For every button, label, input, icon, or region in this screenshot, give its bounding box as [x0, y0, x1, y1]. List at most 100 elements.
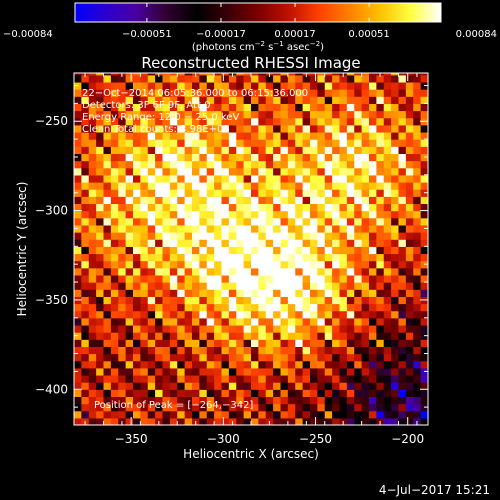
heatmap-cell — [273, 196, 282, 205]
heatmap-cell — [398, 210, 407, 219]
heatmap-cell — [287, 146, 296, 155]
heatmap-cell — [361, 139, 370, 147]
heatmap-cell — [125, 374, 134, 383]
heatmap-cell — [376, 239, 385, 247]
heatmap-cell — [147, 167, 156, 176]
heatmap-cell — [133, 174, 141, 183]
heatmap-cell — [214, 74, 223, 83]
heatmap-cell — [273, 74, 282, 83]
heatmap-cell — [96, 81, 105, 90]
heatmap-cell — [354, 224, 363, 233]
heatmap-cell — [125, 110, 134, 119]
heatmap-cell — [243, 346, 252, 355]
heatmap-cell — [206, 73, 215, 76]
colorbar-unit-label: (photons cm−2 s−1 asec−2) — [192, 40, 324, 53]
heatmap-cell — [133, 260, 141, 269]
heatmap-cell — [125, 396, 134, 405]
heatmap-cell — [96, 360, 105, 369]
heatmap-cell — [133, 189, 141, 197]
heatmap-cell — [155, 81, 164, 90]
heatmap-cell — [383, 110, 392, 119]
heatmap-cell — [155, 174, 164, 183]
heatmap-cell — [236, 196, 245, 205]
heatmap-cell — [420, 210, 428, 219]
heatmap-cell — [214, 253, 223, 262]
heatmap-cell — [118, 346, 127, 355]
heatmap-cell — [228, 224, 237, 233]
heatmap-cell — [405, 367, 414, 376]
heatmap-cell — [81, 181, 90, 190]
heatmap-cell — [221, 274, 230, 283]
heatmap-cell — [369, 131, 377, 140]
heatmap-cell — [391, 189, 400, 197]
heatmap-cell — [74, 73, 82, 76]
heatmap-cell — [214, 139, 223, 147]
heatmap-cell — [310, 210, 318, 219]
heatmap-cell — [398, 110, 407, 119]
heatmap-cell — [96, 217, 105, 226]
heatmap-cell — [96, 396, 105, 405]
heatmap-cell — [192, 353, 200, 362]
heatmap-cell — [184, 260, 193, 269]
heatmap-cell — [346, 389, 355, 398]
heatmap-cell — [96, 117, 105, 126]
heatmap-cell — [118, 374, 127, 383]
heatmap-cell — [361, 110, 370, 119]
heatmap-cell — [332, 117, 341, 126]
colorbar-tick-label: −0.00017 — [196, 29, 246, 40]
heatmap-cell — [332, 396, 341, 405]
heatmap-cell — [88, 317, 97, 326]
heatmap-cell — [96, 110, 105, 119]
heatmap-cell — [376, 232, 385, 240]
heatmap-cell — [354, 267, 363, 276]
heatmap-cell — [103, 396, 112, 405]
heatmap-cell — [391, 139, 400, 147]
heatmap-cell — [339, 110, 348, 119]
heatmap-cell — [81, 353, 90, 362]
heatmap-cell — [192, 382, 200, 390]
heatmap-cell — [162, 389, 171, 398]
heatmap-cell — [339, 267, 348, 276]
heatmap-cell — [214, 260, 223, 269]
heatmap-cell — [88, 131, 97, 140]
heatmap-cell — [376, 374, 385, 383]
heatmap-cell — [206, 353, 215, 362]
heatmap-cell — [383, 103, 392, 112]
heatmap-cell — [192, 217, 200, 226]
heatmap-cell — [228, 81, 237, 90]
heatmap-cell — [310, 353, 318, 362]
heatmap-cell — [110, 74, 119, 83]
heatmap-cell — [169, 73, 178, 76]
heatmap-cell — [332, 310, 341, 319]
heatmap-cell — [110, 253, 119, 262]
heatmap-cell — [177, 217, 186, 226]
heatmap-cell — [125, 403, 134, 412]
heatmap-cell — [405, 339, 414, 347]
heatmap-cell — [280, 73, 289, 76]
heatmap-cell — [273, 189, 282, 197]
heatmap-cell — [184, 189, 193, 197]
heatmap-cell — [310, 139, 318, 147]
heatmap-cell — [405, 74, 414, 83]
heatmap-cell — [199, 131, 208, 140]
heatmap-cell — [133, 103, 141, 112]
heatmap-cell — [332, 374, 341, 383]
heatmap-cell — [140, 339, 149, 347]
heatmap-cell — [74, 246, 82, 255]
heatmap-cell — [236, 410, 245, 419]
heatmap-cell — [317, 210, 326, 219]
heatmap-cell — [383, 382, 392, 390]
heatmap-cell — [413, 317, 422, 326]
heatmap-cell — [199, 274, 208, 283]
heatmap-cell — [361, 296, 370, 305]
heatmap-cell — [369, 117, 377, 126]
heatmap-cell — [81, 374, 90, 383]
heatmap-cell — [81, 317, 90, 326]
heatmap-cell — [88, 153, 97, 162]
heatmap-cell — [258, 253, 267, 262]
heatmap-cell — [243, 232, 252, 240]
heatmap-cell — [332, 303, 341, 312]
heatmap-cell — [310, 73, 318, 76]
heatmap-cell — [103, 310, 112, 319]
heatmap-cell — [236, 210, 245, 219]
